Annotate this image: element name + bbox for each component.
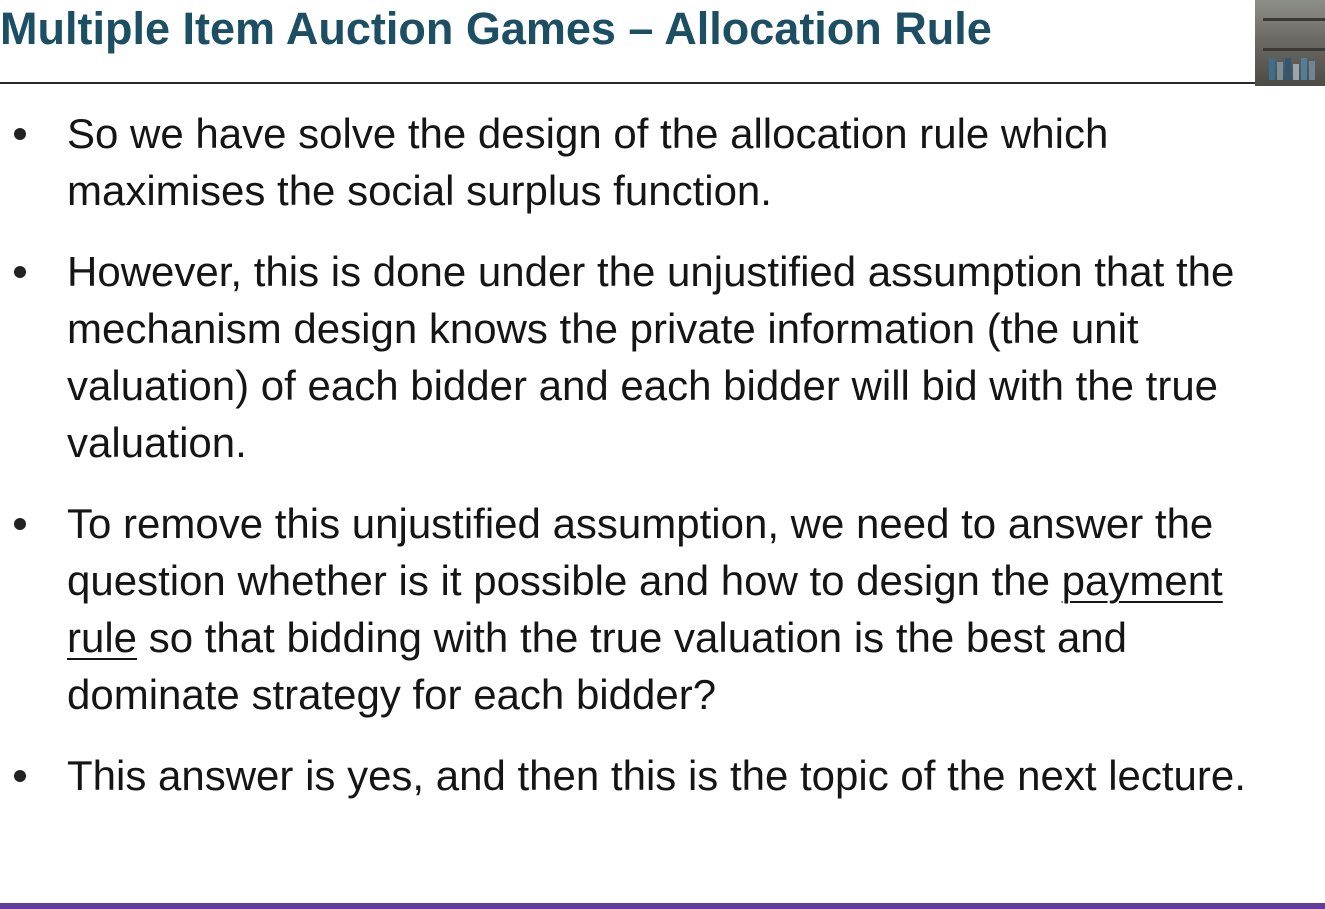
- bullet-dot-icon: [14, 266, 26, 278]
- webcam-book: [1277, 62, 1283, 80]
- webcam-book: [1293, 64, 1299, 80]
- bullet-text: However, this is done under the unjustif…: [67, 248, 1235, 466]
- bullet-text: This answer is yes, and then this is the…: [67, 752, 1246, 799]
- bullet-list: So we have solve the design of the alloc…: [0, 105, 1290, 828]
- webcam-book: [1309, 61, 1315, 80]
- slide-title: Multiple Item Auction Games – Allocation…: [0, 3, 992, 54]
- bullet-item: To remove this unjustified assumption, w…: [0, 495, 1290, 723]
- bullet-item: However, this is done under the unjustif…: [0, 243, 1290, 471]
- bullet-dot-icon: [14, 770, 26, 782]
- payment-rule-term: payment rule: [67, 557, 1223, 661]
- webcam-book: [1285, 58, 1291, 80]
- webcam-book: [1269, 58, 1275, 80]
- webcam-thumbnail: [1255, 0, 1325, 86]
- bullet-dot-icon: [14, 128, 26, 140]
- bottom-accent-bar: [0, 903, 1325, 909]
- title-divider: [0, 82, 1262, 84]
- bullet-text: So we have solve the design of the alloc…: [67, 110, 1109, 214]
- webcam-shelf: [1263, 48, 1325, 51]
- webcam-book: [1301, 58, 1307, 80]
- bullet-item: This answer is yes, and then this is the…: [0, 747, 1290, 804]
- bullet-dot-icon: [14, 518, 26, 530]
- webcam-shelf: [1263, 18, 1325, 21]
- bullet-text-after: so that bidding with the true valuation …: [67, 614, 1128, 718]
- bullet-item: So we have solve the design of the alloc…: [0, 105, 1290, 219]
- bullet-text-before: To remove this unjustified assumption, w…: [67, 500, 1214, 604]
